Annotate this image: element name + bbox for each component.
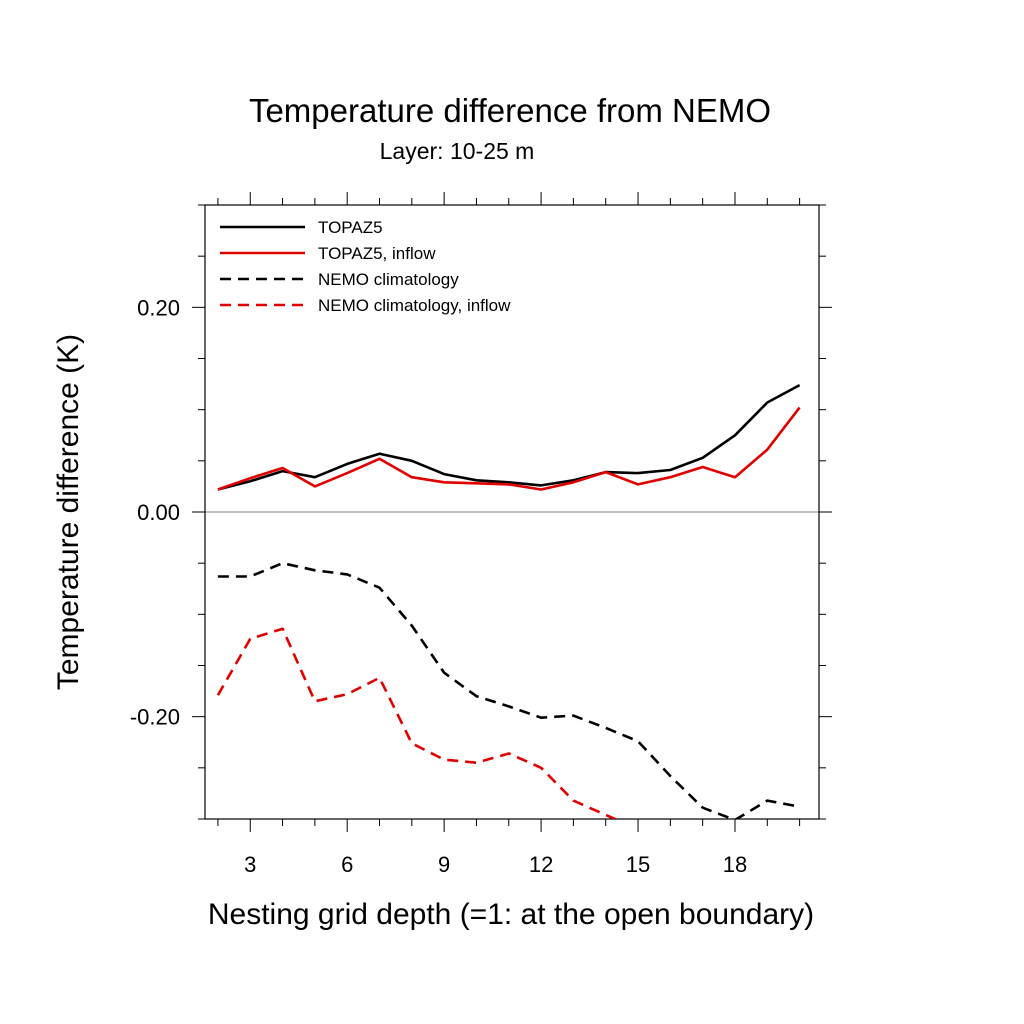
- x-axis-label: Nesting grid depth (=1: at the open boun…: [208, 898, 814, 931]
- series-line-nemo-climatology-inflow: [216, 627, 619, 819]
- plot-area: 3 6 9 12 15 18 -0.20 0.00 0.20 TOPAZ5 TOPAZ5, infl…: [130, 192, 832, 877]
- y-tick-label: -0.20: [130, 705, 180, 730]
- series-line-topaz5-inflow: [217, 406, 801, 491]
- x-tick-label: 18: [723, 852, 747, 877]
- chart-title: Temperature difference from NEMO: [249, 92, 771, 129]
- y-tick-label: 0.00: [137, 500, 180, 525]
- x-tick-label: 12: [529, 852, 553, 877]
- x-tick-label: 6: [341, 852, 353, 877]
- series-line-nemo-climatology: [217, 561, 800, 819]
- legend-label-topaz5-inflow: TOPAZ5, inflow: [318, 244, 436, 263]
- chart-subtitle: Layer: 10-25 m: [380, 138, 535, 164]
- legend-label-topaz5: TOPAZ5: [318, 218, 383, 237]
- y-tick-label: 0.20: [137, 295, 180, 320]
- x-tick-label: 9: [438, 852, 450, 877]
- legend-label-nemo-climatology: NEMO climatology: [318, 270, 459, 289]
- series-line-topaz5: [217, 383, 801, 491]
- x-tick-label: 15: [626, 852, 650, 877]
- y-axis-label: Temperature difference (K): [52, 334, 85, 690]
- x-tick-label: 3: [244, 852, 256, 877]
- legend-label-nemo-climatology-inflow: NEMO climatology, inflow: [318, 296, 511, 315]
